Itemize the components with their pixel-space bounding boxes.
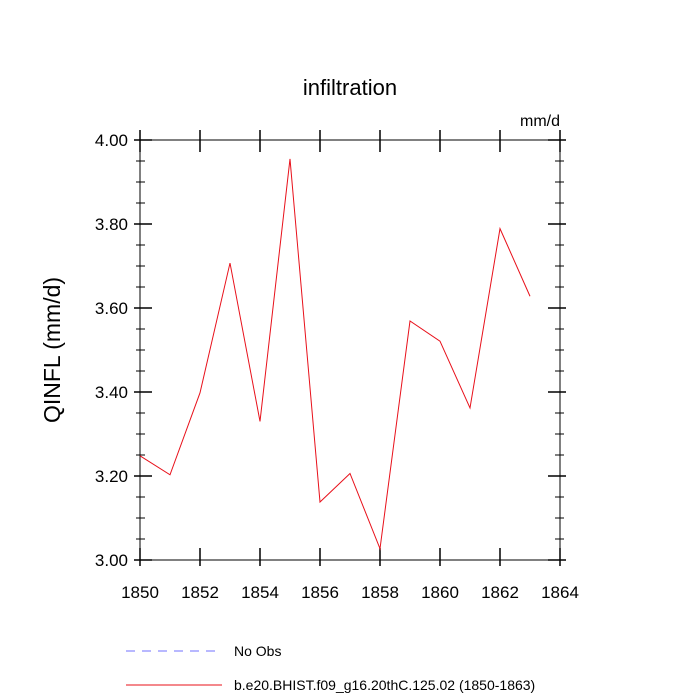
legend-label: No Obs	[234, 643, 281, 659]
y-tick-label: 3.40	[95, 383, 128, 402]
x-tick-label: 1854	[241, 583, 279, 602]
axis-ticks	[134, 130, 566, 566]
x-tick-label: 1856	[301, 583, 339, 602]
series-lines	[139, 158, 531, 551]
y-tick-label: 3.20	[95, 467, 128, 486]
y-axis-label: QINFL (mm/d)	[39, 277, 65, 423]
y-tick-label: 3.80	[95, 215, 128, 234]
legend: No Obs b.e20.BHIST.f09_g16.20thC.125.02 (…	[126, 643, 535, 693]
y-tick-label: 4.00	[95, 131, 128, 150]
x-tick-label: 1862	[481, 583, 519, 602]
y-tick-label: 3.60	[95, 299, 128, 318]
y-tick-label: 3.00	[95, 551, 128, 570]
axis-tick-labels: 1850 1852 1854 1856 1858 1860 1862 1864 3.00 3.20…	[95, 131, 579, 602]
chart-title: infiltration	[303, 75, 397, 100]
units-label: mm/d	[520, 113, 560, 130]
x-tick-label: 1864	[541, 583, 579, 602]
x-tick-label: 1852	[181, 583, 219, 602]
x-tick-label: 1850	[121, 583, 159, 602]
plot-frame	[139, 139, 561, 561]
x-tick-label: 1860	[421, 583, 459, 602]
x-tick-label: 1858	[361, 583, 399, 602]
legend-label: b.e20.BHIST.f09_g16.20thC.125.02 (1850-1…	[234, 677, 535, 693]
series-line	[139, 158, 531, 551]
